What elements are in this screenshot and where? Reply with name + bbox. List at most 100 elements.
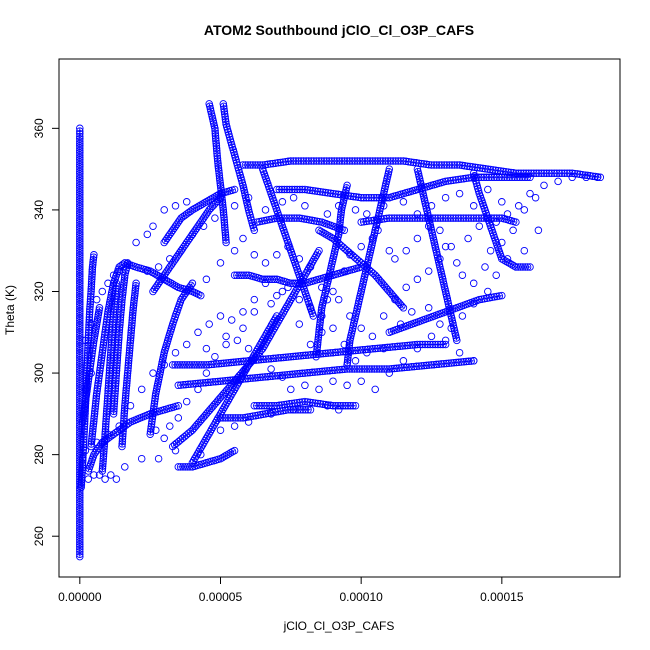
data-point (131, 284, 140, 292)
data-point (150, 402, 158, 410)
data-point (268, 372, 277, 380)
data-point (115, 422, 123, 430)
data-point (492, 218, 500, 226)
data-point (514, 202, 523, 210)
data-point (413, 340, 422, 349)
data-point (87, 282, 96, 291)
data-point (80, 405, 89, 414)
data-point (81, 336, 90, 345)
data-point (296, 185, 304, 194)
data-point (263, 372, 272, 381)
data-point (216, 312, 225, 320)
data-point (118, 442, 126, 451)
data-point (432, 360, 441, 369)
data-point (448, 314, 456, 323)
data-point (310, 217, 319, 225)
data-point (92, 438, 101, 447)
data-point (357, 193, 365, 202)
data-point (310, 157, 318, 165)
data-point (266, 372, 274, 381)
data-point (269, 327, 277, 335)
data-point (80, 427, 88, 436)
data-point (420, 160, 428, 168)
data-point (279, 353, 288, 362)
data-point (282, 353, 290, 361)
data-point (349, 401, 357, 410)
data-point (259, 410, 267, 419)
data-point (126, 344, 134, 352)
data-point (403, 214, 411, 222)
data-point (336, 215, 345, 224)
data-point (486, 165, 495, 174)
data-point (490, 293, 499, 301)
data-point (221, 414, 230, 422)
data-point (187, 281, 195, 290)
data-point (454, 175, 463, 184)
data-point (250, 401, 259, 410)
data-point (219, 102, 228, 111)
data-point (80, 408, 88, 416)
data-point (101, 427, 110, 436)
data-point (330, 366, 339, 374)
data-point (150, 399, 159, 408)
data-point (321, 400, 330, 409)
data-point (174, 381, 183, 390)
data-point (90, 471, 98, 479)
data-point (80, 430, 88, 438)
data-point (121, 463, 129, 471)
data-point (212, 142, 221, 150)
data-point (385, 214, 394, 222)
data-point (255, 401, 264, 410)
data-point (129, 304, 138, 312)
data-point (484, 185, 492, 194)
data-point (320, 157, 328, 165)
series-track-line (254, 401, 356, 407)
data-point (81, 385, 90, 394)
data-point (297, 352, 305, 360)
data-point (258, 373, 267, 381)
data-point (374, 226, 382, 235)
data-point (578, 170, 587, 179)
data-point (253, 373, 262, 382)
data-point (148, 412, 157, 421)
data-point (95, 374, 103, 382)
data-point (462, 214, 470, 222)
data-point (304, 351, 312, 359)
data-point (213, 149, 221, 158)
data-point (287, 385, 295, 394)
data-point (76, 543, 84, 551)
data-point (112, 364, 121, 372)
data-point (301, 369, 309, 377)
data-point (383, 175, 391, 183)
data-point (334, 348, 342, 356)
x-axis-label: jClO_Cl_O3P_CAFS (283, 619, 395, 633)
data-point (89, 260, 97, 269)
data-point (563, 169, 571, 177)
data-point (202, 344, 211, 353)
data-point (478, 295, 486, 303)
data-point (560, 169, 569, 177)
data-point (267, 410, 275, 418)
data-point (228, 390, 236, 398)
data-point (306, 186, 314, 195)
data-point (341, 401, 350, 410)
data-point (480, 173, 488, 182)
data-point (284, 157, 293, 166)
data-point (76, 130, 84, 138)
data-point (160, 206, 168, 214)
data-point (222, 451, 231, 459)
data-point (367, 216, 376, 225)
data-point (172, 282, 181, 290)
data-point (116, 310, 125, 319)
data-point (95, 471, 104, 479)
data-point (111, 379, 120, 388)
data-point (207, 425, 216, 434)
data-point (256, 161, 264, 169)
data-point (522, 169, 530, 177)
data-point (101, 331, 109, 339)
data-point (132, 238, 140, 247)
data-point (469, 299, 478, 308)
data-point (336, 401, 345, 410)
data-point (100, 442, 108, 451)
data-point (88, 275, 96, 284)
